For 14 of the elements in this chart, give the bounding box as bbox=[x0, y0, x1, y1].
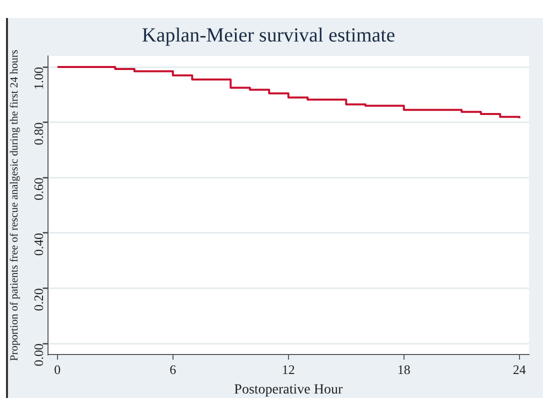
x-tick-label: 24 bbox=[512, 362, 526, 377]
y-tick-label: 0.60 bbox=[31, 178, 46, 200]
y-tick-label: 1.00 bbox=[31, 67, 46, 90]
x-tick-label: 6 bbox=[170, 362, 177, 377]
x-tick-label: 18 bbox=[397, 362, 410, 377]
x-tick-label: 12 bbox=[282, 362, 295, 377]
x-tick-label: 0 bbox=[54, 362, 61, 377]
y-tick-label: 0.00 bbox=[31, 344, 46, 366]
y-tick-label: 0.40 bbox=[31, 232, 46, 256]
y-axis-title: Proportion of patients free of rescue analgesic during the first 24 hours bbox=[8, 50, 20, 361]
y-tick-label: 0.20 bbox=[31, 288, 46, 311]
x-axis-title: Postoperative Hour bbox=[234, 382, 343, 398]
chart-title: Kaplan-Meier survival estimate bbox=[142, 24, 396, 46]
y-tick-label: 0.80 bbox=[31, 122, 46, 146]
